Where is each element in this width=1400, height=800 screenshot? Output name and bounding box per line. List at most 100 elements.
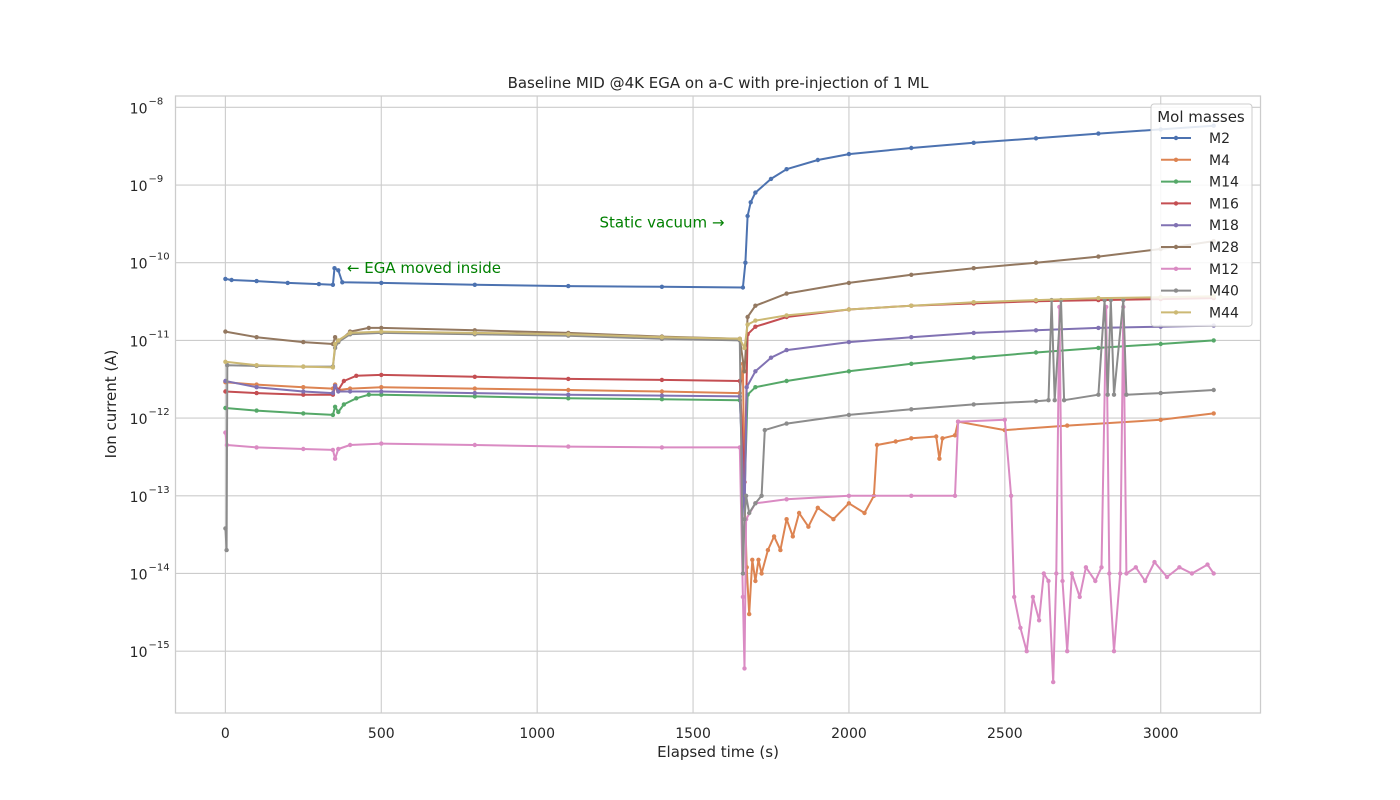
data-point — [971, 402, 976, 407]
data-point — [909, 303, 914, 308]
data-point — [1124, 392, 1129, 397]
series-line — [225, 124, 1214, 289]
data-point — [254, 390, 259, 396]
y-tick-exponent: −11 — [149, 329, 170, 340]
legend-marker — [1173, 135, 1179, 141]
legend-item-m28: M28 — [1161, 240, 1239, 256]
data-point — [745, 322, 750, 327]
legend-label: M44 — [1209, 305, 1239, 321]
data-point — [224, 547, 229, 553]
x-tick-label: 3000 — [1143, 726, 1179, 742]
y-tick-exponent: −14 — [149, 562, 170, 573]
data-point — [1211, 571, 1216, 576]
legend-marker — [1173, 157, 1179, 162]
data-point — [753, 369, 758, 374]
data-point — [971, 140, 976, 145]
data-point — [379, 385, 384, 390]
data-point — [1164, 574, 1170, 580]
data-point — [740, 594, 746, 600]
data-point — [1002, 417, 1007, 422]
legend: Mol masses M2 M4 M14 M16 M18 M28 M12 M40 M44 — [1150, 103, 1253, 327]
data-point — [659, 397, 665, 402]
legend-label: M12 — [1209, 262, 1239, 278]
data-point — [1205, 562, 1210, 567]
data-point — [379, 441, 384, 446]
data-point — [1124, 571, 1129, 576]
data-point — [753, 318, 758, 323]
data-point — [354, 396, 359, 401]
data-point — [472, 282, 477, 287]
series-layer — [223, 123, 1216, 685]
data-point — [332, 341, 338, 347]
series-line — [225, 362, 1214, 616]
data-point — [254, 385, 259, 390]
data-point — [753, 324, 758, 329]
data-point — [1033, 297, 1039, 303]
data-point — [659, 284, 665, 289]
data-point — [379, 325, 384, 331]
data-point — [846, 339, 852, 345]
data-point — [1105, 392, 1110, 397]
data-point — [1065, 423, 1070, 428]
y-tick-exponent: −8 — [149, 96, 164, 107]
data-point — [909, 436, 914, 441]
series-m2 — [223, 123, 1216, 290]
data-point — [472, 394, 477, 399]
data-point — [759, 493, 764, 498]
data-point — [223, 526, 228, 531]
data-point — [909, 145, 914, 151]
data-point — [332, 266, 337, 271]
data-point — [742, 369, 747, 374]
data-point — [1158, 341, 1163, 347]
data-point — [301, 339, 306, 345]
data-point — [1046, 398, 1051, 403]
data-point — [659, 445, 665, 450]
data-point — [1065, 649, 1070, 654]
legend-marker — [1173, 179, 1179, 184]
data-point — [862, 510, 867, 516]
data-point — [742, 666, 747, 671]
data-point — [301, 389, 306, 394]
data-point — [815, 157, 820, 163]
data-point — [472, 442, 477, 448]
data-point — [1096, 392, 1101, 397]
data-point — [756, 557, 761, 562]
data-point — [753, 578, 758, 584]
data-point — [737, 336, 742, 341]
data-point — [336, 389, 341, 394]
data-point — [1008, 493, 1014, 498]
x-tick-label: 1000 — [519, 726, 555, 742]
data-point — [846, 369, 852, 374]
data-point — [223, 329, 228, 334]
data-point — [1096, 295, 1101, 301]
data-point — [379, 372, 384, 378]
data-point — [1093, 578, 1098, 584]
grid — [175, 96, 1261, 713]
y-tick-label: 10 — [130, 101, 148, 117]
legend-item-m18: M18 — [1161, 218, 1239, 234]
data-point — [472, 390, 477, 396]
data-point — [784, 291, 789, 296]
data-point — [332, 383, 338, 389]
data-point — [768, 355, 774, 360]
data-point — [909, 272, 914, 277]
legend-label: M2 — [1209, 131, 1230, 147]
data-point — [301, 392, 306, 397]
data-point — [301, 385, 306, 390]
data-point — [354, 373, 359, 378]
legend-item-m16: M16 — [1161, 196, 1239, 212]
y-tick-label: 10 — [130, 179, 148, 195]
data-point — [1152, 559, 1157, 565]
data-point — [1096, 325, 1101, 331]
legend-label: M40 — [1209, 284, 1239, 300]
y-tick-label: 10 — [130, 412, 148, 428]
data-point — [1052, 398, 1057, 403]
data-point — [1069, 571, 1075, 576]
data-point — [1033, 328, 1039, 333]
data-point — [846, 493, 852, 498]
data-point — [1118, 571, 1123, 576]
legend-marker — [1173, 266, 1179, 271]
data-point — [1111, 649, 1117, 654]
data-point — [784, 421, 789, 426]
